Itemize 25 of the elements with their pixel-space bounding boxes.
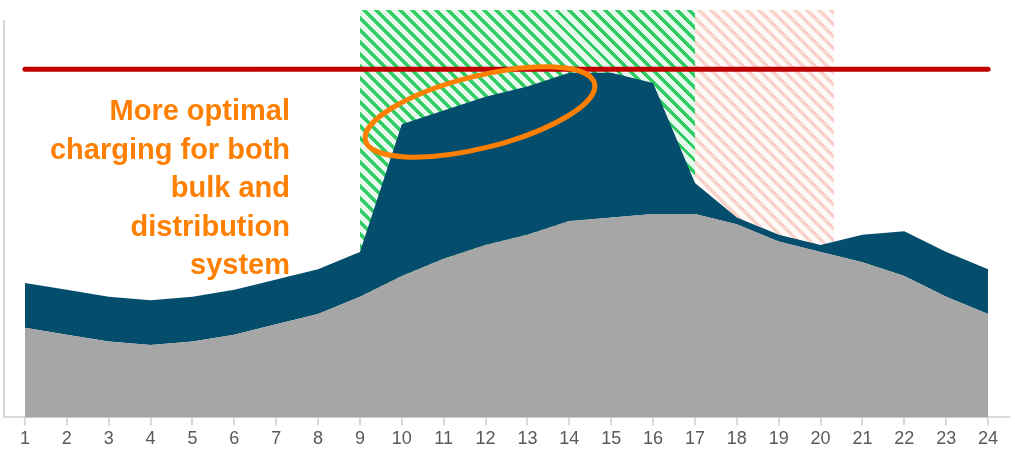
- x-tick-label: 9: [354, 428, 365, 449]
- x-tick-label: 7: [271, 428, 282, 449]
- x-tick-label: 13: [517, 428, 538, 449]
- x-tick-label: 21: [852, 428, 873, 449]
- x-tick-label: 23: [936, 428, 957, 449]
- x-tick-label: 16: [643, 428, 664, 449]
- x-tick-label: 8: [313, 428, 324, 449]
- x-tick-label: 4: [145, 428, 156, 449]
- x-tick-label: 22: [894, 428, 915, 449]
- x-tick-label: 20: [810, 428, 831, 449]
- x-tick-label: 2: [61, 428, 72, 449]
- annotation: More optimal charging for both bulk and distribution system: [48, 93, 290, 282]
- x-tick-label: 5: [187, 428, 198, 449]
- x-tick-label: 17: [684, 428, 705, 449]
- x-tick-label: 11: [434, 428, 454, 449]
- x-tick-label: 14: [559, 428, 580, 449]
- x-tick-label: 18: [726, 428, 747, 449]
- x-tick-label: 24: [978, 428, 999, 449]
- x-tick-label: 6: [229, 428, 240, 449]
- x-tick-label: 3: [103, 428, 114, 449]
- x-tick-label: 12: [475, 428, 496, 449]
- x-tick-label: 15: [601, 428, 622, 449]
- x-tick-label: 10: [391, 428, 412, 449]
- x-tick-label: 1: [19, 428, 30, 449]
- x-tick-label: 19: [768, 428, 789, 449]
